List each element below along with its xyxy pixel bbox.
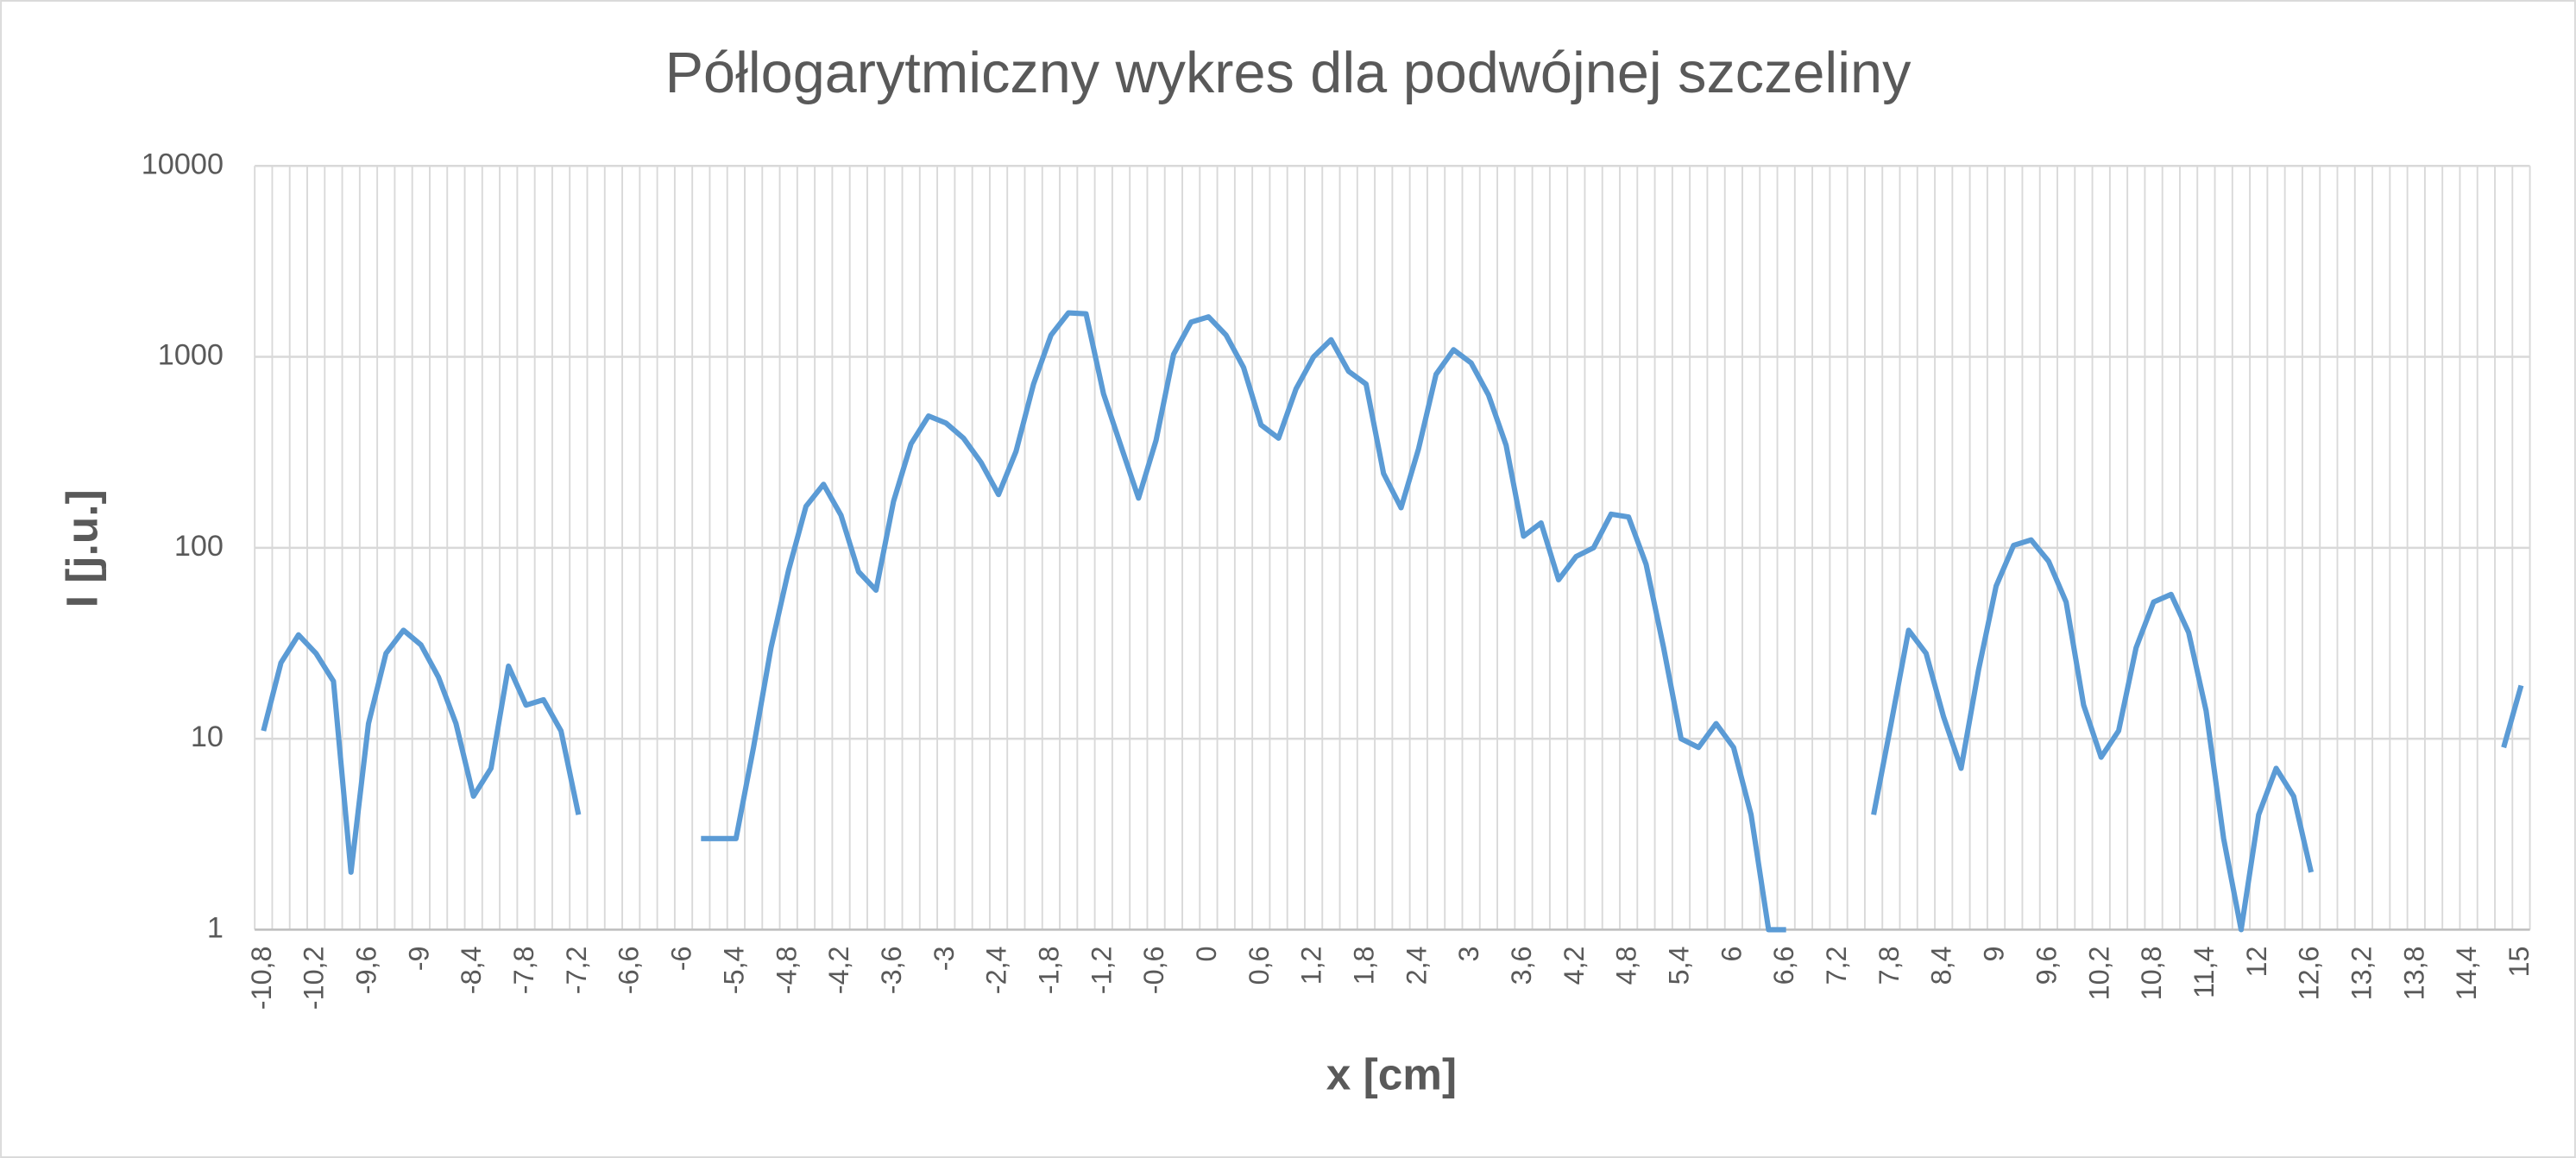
x-tick-label: -9 — [403, 946, 434, 971]
x-tick-label: 11,4 — [2189, 946, 2220, 998]
x-tick-label: 3,6 — [1506, 946, 1537, 985]
x-tick-label: 12,6 — [2294, 946, 2325, 1000]
x-tick-label: 8,4 — [1926, 946, 1957, 985]
x-tick-label: -10,8 — [246, 946, 277, 1010]
x-tick-label: -8,4 — [456, 946, 487, 994]
x-tick-label: 4,8 — [1611, 946, 1642, 985]
x-tick-label: -7,8 — [508, 946, 539, 994]
y-tick-label: 10000 — [142, 148, 224, 180]
x-tick-label: -4,2 — [823, 946, 854, 994]
y-tick-label: 10 — [191, 721, 224, 753]
x-axis-label: x [cm] — [1326, 1048, 1457, 1098]
x-tick-label: 6,6 — [1768, 946, 1799, 985]
x-tick-label: -6 — [666, 946, 697, 971]
x-tick-label: 0 — [1191, 946, 1222, 961]
y-tick-label: 1 — [207, 911, 224, 944]
x-tick-label: 5,4 — [1664, 946, 1695, 985]
x-tick-label: -1,2 — [1086, 946, 1117, 994]
x-tick-label: 10,8 — [2136, 946, 2167, 1000]
data-line — [261, 310, 2524, 933]
x-tick-label: 2,4 — [1401, 946, 1432, 985]
x-tick-label: 9 — [1979, 946, 2010, 961]
x-tick-label: -2,4 — [981, 946, 1012, 994]
chart-title: Półlogarytmiczny wykres dla podwójnej sz… — [665, 41, 1912, 105]
x-tick-label: 7,8 — [1874, 946, 1905, 985]
x-tick-label: -10,2 — [299, 946, 330, 1010]
x-tick-label: -9,6 — [351, 946, 382, 994]
x-tick-label: 6 — [1716, 946, 1747, 961]
x-tick-label: 15 — [2504, 946, 2535, 977]
x-tick-label: 0,6 — [1244, 946, 1275, 985]
x-tick-label: -0,6 — [1138, 946, 1169, 994]
x-tick-label: 13,8 — [2398, 946, 2429, 1000]
x-tick-label: -6,6 — [614, 946, 645, 994]
x-tick-label: 9,6 — [2031, 946, 2062, 985]
y-tick-label: 100 — [174, 530, 224, 563]
x-tick-label: -3,6 — [876, 946, 907, 994]
x-tick-label: -4,8 — [771, 946, 802, 994]
x-tick-label: 10,2 — [2083, 946, 2114, 1000]
x-tick-label: -7,2 — [561, 946, 592, 994]
x-tick-label: 7,2 — [1821, 946, 1852, 985]
x-tick-label: 3 — [1453, 946, 1484, 961]
x-tick-label: -1,8 — [1033, 946, 1064, 994]
x-tick-label: 14,4 — [2451, 946, 2482, 1000]
x-tick-label: 1,8 — [1349, 946, 1380, 985]
x-tick-label: -3 — [929, 946, 960, 971]
x-tick-label: 4,2 — [1559, 946, 1590, 985]
y-tick-label: 1000 — [158, 339, 224, 372]
x-tick-label: -5,4 — [718, 946, 749, 994]
x-tick-label: 13,2 — [2346, 946, 2377, 1000]
y-axis-label: I [j.u.] — [57, 489, 107, 607]
x-tick-label: 1,2 — [1296, 946, 1327, 985]
x-tick-label: 12 — [2241, 946, 2272, 977]
